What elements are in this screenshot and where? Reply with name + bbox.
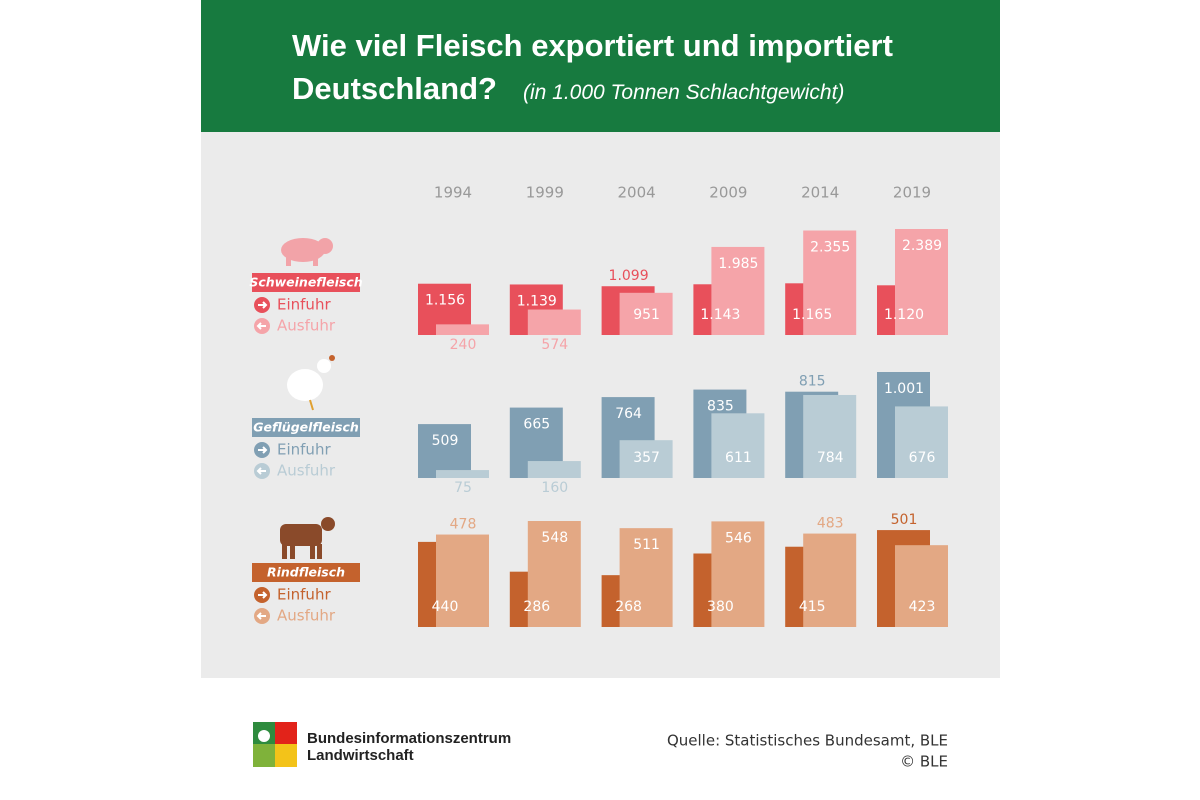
year-label: 2004 xyxy=(618,184,656,202)
value-label: 380 xyxy=(707,599,734,615)
bar xyxy=(436,534,489,627)
year-label: 2014 xyxy=(801,184,839,202)
legend-arrow xyxy=(256,612,266,620)
value-label: 665 xyxy=(523,417,550,433)
bar xyxy=(527,461,581,478)
year-label: 1994 xyxy=(434,184,472,202)
value-label: 546 xyxy=(725,530,752,546)
legend-label: Einfuhr xyxy=(277,296,331,314)
bar xyxy=(527,521,581,627)
group-badge xyxy=(252,273,360,292)
value-label: 1.165 xyxy=(792,307,832,323)
group-label: Schweinefleisch xyxy=(249,275,362,290)
value-label: 440 xyxy=(432,599,459,615)
value-label: 1.001 xyxy=(884,381,924,397)
legend-arrow xyxy=(258,591,268,599)
value-label: 784 xyxy=(817,450,844,466)
chart-title: Wie viel Fleisch exportiert und importie… xyxy=(292,28,893,106)
value-label: 75 xyxy=(454,480,472,496)
legend-arrow xyxy=(258,446,268,454)
value-label: 951 xyxy=(633,307,660,323)
copyright: © BLE xyxy=(900,753,948,771)
bar xyxy=(619,528,673,627)
value-label: 815 xyxy=(799,374,826,390)
bar xyxy=(711,521,765,627)
title-block: Wie viel Fleisch exportiert und importie… xyxy=(292,24,932,114)
year-label: 2009 xyxy=(709,184,747,202)
value-label: 1.139 xyxy=(517,293,557,309)
bar xyxy=(418,424,471,478)
value-label: 1.156 xyxy=(425,293,465,309)
bar xyxy=(895,229,948,335)
legend-label: Ausfuhr xyxy=(277,317,336,335)
value-label: 240 xyxy=(450,337,477,353)
legend-label: Einfuhr xyxy=(277,441,331,459)
logo-mark xyxy=(253,722,297,767)
legend-arrow xyxy=(256,467,266,475)
legend-label: Ausfuhr xyxy=(277,462,336,480)
bar xyxy=(436,324,489,335)
header-band xyxy=(201,0,1000,132)
value-label: 835 xyxy=(707,399,734,415)
bar xyxy=(803,230,857,335)
bar xyxy=(803,533,857,627)
group-label: Rindfleisch xyxy=(267,565,345,580)
value-label: 676 xyxy=(909,450,936,466)
value-label: 501 xyxy=(891,512,918,528)
value-label: 509 xyxy=(432,433,459,449)
logo-text: Bundesinformationszentrum Landwirtschaft xyxy=(307,730,511,764)
value-label: 160 xyxy=(541,480,568,496)
pig-icon xyxy=(281,238,333,266)
source: Quelle: Statistisches Bundesamt, BLE xyxy=(667,732,948,750)
legend-label: Einfuhr xyxy=(277,586,331,604)
group-label: Geflügelfleisch xyxy=(253,420,359,435)
bar xyxy=(711,246,765,335)
value-label: 1.120 xyxy=(884,307,924,323)
legend-arrow xyxy=(256,322,266,330)
value-label: 423 xyxy=(909,599,936,615)
cow-icon xyxy=(280,517,335,559)
value-label: 764 xyxy=(615,406,642,422)
bar xyxy=(803,394,857,478)
chart-subtitle: (in 1.000 Tonnen Schlachtgewicht) xyxy=(522,81,845,104)
value-label: 611 xyxy=(725,450,752,466)
value-label: 2.389 xyxy=(902,238,942,254)
value-label: 478 xyxy=(450,517,477,533)
value-label: 1.099 xyxy=(609,268,649,284)
value-label: 548 xyxy=(541,530,568,546)
value-label: 2.355 xyxy=(810,240,850,256)
bar xyxy=(619,292,673,335)
value-label: 286 xyxy=(523,599,550,615)
year-label: 1999 xyxy=(526,184,564,202)
value-label: 574 xyxy=(541,337,568,353)
value-label: 1.143 xyxy=(700,307,740,323)
chicken-icon xyxy=(287,355,335,411)
year-label: 2019 xyxy=(893,184,931,202)
value-label: 483 xyxy=(817,516,844,532)
value-label: 357 xyxy=(633,450,660,466)
value-label: 268 xyxy=(615,599,642,615)
group-badge xyxy=(252,563,360,582)
bar xyxy=(711,413,765,478)
legend-label: Ausfuhr xyxy=(277,607,336,625)
bar xyxy=(436,470,489,478)
value-label: 415 xyxy=(799,599,826,615)
panel xyxy=(201,132,1000,678)
bar xyxy=(527,309,581,335)
value-label: 1.985 xyxy=(718,256,758,272)
bar xyxy=(619,440,673,478)
bar xyxy=(895,545,948,627)
value-label: 511 xyxy=(633,537,660,553)
bar xyxy=(895,406,948,478)
legend-arrow xyxy=(258,301,268,309)
group-badge xyxy=(252,418,360,437)
